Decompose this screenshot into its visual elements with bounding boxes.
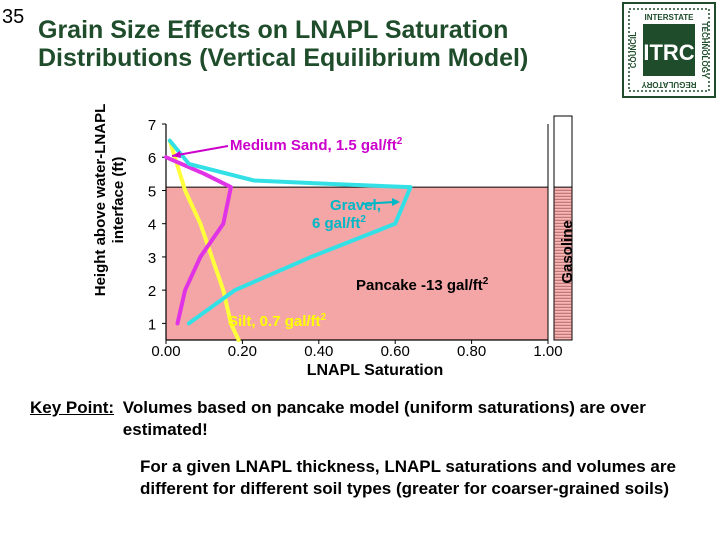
slide-number: 35 bbox=[2, 2, 32, 32]
gasoline-column-fill bbox=[553, 186, 573, 341]
y-tick-label: 1 bbox=[148, 316, 156, 333]
label-silt-sup: 2 bbox=[321, 312, 327, 323]
label-pancake-text: Pancake -13 gal/ft bbox=[356, 277, 483, 294]
y-tick-label: 7 bbox=[148, 117, 156, 134]
logo-brand: ITRC bbox=[643, 40, 694, 65]
y-tick-label: 6 bbox=[148, 150, 156, 167]
label-gravel-2-sup: 2 bbox=[360, 214, 366, 225]
label-silt: Silt, 0.7 gal/ft2 bbox=[228, 312, 327, 330]
x-tick-label: 1.00 bbox=[533, 343, 562, 357]
key-point-label: Key Point: bbox=[30, 398, 115, 417]
label-gravel-1: Gravel, bbox=[330, 197, 381, 214]
label-gasoline: Gasoline bbox=[559, 220, 576, 283]
x-tick-label: 0.00 bbox=[151, 343, 180, 357]
y-tick-label: 5 bbox=[148, 183, 156, 200]
x-tick-label: 0.40 bbox=[304, 343, 333, 357]
y-tick-label: 4 bbox=[148, 217, 156, 234]
label-gravel-2: 6 gal/ft2 bbox=[312, 214, 366, 232]
x-tick-label: 0.80 bbox=[457, 343, 486, 357]
key-point: Key Point: Volumes based on pancake mode… bbox=[30, 397, 710, 441]
gravel-arrowhead bbox=[392, 198, 400, 206]
label-pancake: Pancake -13 gal/ft2 bbox=[356, 276, 489, 294]
medium-sand-arrowhead bbox=[172, 151, 181, 158]
saturation-chart: 1 2 3 4 5 6 7 0.00 0.20 0.40 0.60 0.80 1.00 Medium S… bbox=[148, 115, 576, 357]
gravel-arrow bbox=[361, 201, 395, 205]
label-medium-sand-text: Medium Sand, 1.5 gal/ft bbox=[230, 137, 397, 154]
y-tick-label: 3 bbox=[148, 250, 156, 267]
x-axis-label: LNAPL Saturation bbox=[306, 362, 444, 379]
note-text: For a given LNAPL thickness, LNAPL satur… bbox=[140, 457, 676, 498]
series-line-0 bbox=[167, 138, 241, 342]
medium-sand-arrow bbox=[171, 145, 229, 157]
logo-ring-left: COUNCIL bbox=[629, 32, 638, 69]
itrc-logo: ITRC INTERSTATE TECHNOLOGY REGULATORY CO… bbox=[622, 2, 716, 98]
label-medium-sand: Medium Sand, 1.5 gal/ft2 bbox=[230, 136, 403, 154]
label-medium-sand-sup: 2 bbox=[397, 136, 403, 147]
slide-title: Grain Size Effects on LNAPL Saturation D… bbox=[38, 16, 529, 72]
logo-ring-right: TECHNOLOGY bbox=[700, 22, 709, 79]
logo-ring-top: INTERSTATE bbox=[644, 13, 694, 22]
logo-ring-bottom: REGULATORY bbox=[641, 80, 697, 89]
label-gravel-2-text: 6 gal/ft bbox=[312, 215, 360, 232]
series-line-1 bbox=[164, 155, 233, 326]
x-tick-label: 0.60 bbox=[381, 343, 410, 357]
y-tick-label: 2 bbox=[148, 283, 156, 300]
series-line-2 bbox=[167, 138, 413, 326]
label-pancake-sup: 2 bbox=[483, 276, 489, 287]
key-point-text: Volumes based on pancake model (uniform … bbox=[122, 398, 646, 439]
x-tick-label: 0.20 bbox=[228, 343, 257, 357]
label-silt-text: Silt, 0.7 gal/ft bbox=[228, 313, 321, 330]
